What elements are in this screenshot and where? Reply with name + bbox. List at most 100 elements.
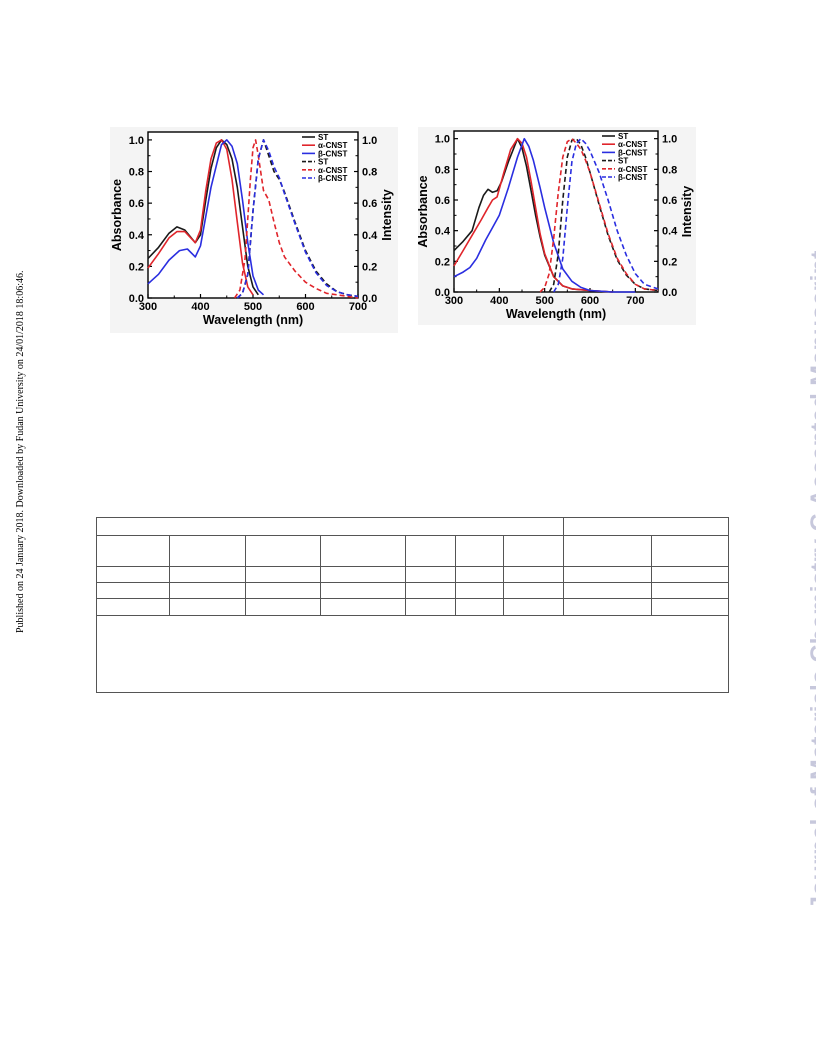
- table-cell: [245, 566, 321, 584]
- series-line-emission: [553, 137, 659, 293]
- y-tick-label: 0.6: [129, 198, 144, 210]
- y-tick-label: 0.0: [129, 293, 144, 305]
- table-cell: [169, 598, 246, 616]
- table-cell: [169, 535, 246, 568]
- table-cell: [651, 566, 730, 584]
- table-cell: [455, 582, 504, 600]
- table-cell: [245, 535, 321, 568]
- y-tick-label: 0.2: [435, 256, 450, 268]
- x-axis-title: Wavelength (nm): [506, 307, 606, 321]
- series-line-absorbance: [147, 139, 265, 296]
- x-tick-label: 600: [296, 301, 314, 313]
- legend-label: β-CNST: [318, 149, 347, 158]
- series-line-emission: [233, 139, 359, 299]
- table-cell: [169, 566, 246, 584]
- table-cell: [651, 598, 730, 616]
- x-tick-label: 700: [349, 301, 367, 313]
- table-cell: [320, 598, 406, 616]
- x-tick-label: 600: [581, 295, 599, 307]
- table-cell: [245, 582, 321, 600]
- journal-watermark: Journal of Materials Chemistry C Accepte…: [806, 250, 816, 910]
- legend-label: ST: [318, 133, 328, 142]
- y2-tick-label: 0.0: [662, 287, 677, 299]
- series-line-emission: [236, 139, 359, 299]
- table-cell: [405, 566, 456, 584]
- table-cell: [651, 582, 730, 600]
- table-cell: [563, 582, 653, 600]
- table-cell: [651, 535, 730, 568]
- y2-axis-title: Intensity: [680, 186, 694, 237]
- y-tick-label: 0.4: [129, 230, 145, 242]
- y2-tick-label: 0.8: [662, 164, 677, 176]
- x-tick-label: 300: [139, 301, 157, 313]
- y2-tick-label: 0.0: [362, 293, 377, 305]
- y2-tick-label: 0.4: [662, 226, 678, 238]
- x-tick-label: 700: [626, 295, 644, 307]
- y-tick-label: 1.0: [129, 135, 144, 147]
- legend-label: α-CNST: [618, 140, 647, 149]
- y-axis-title: Absorbance: [110, 179, 124, 251]
- table-cell: [320, 535, 406, 568]
- table-cell: [96, 598, 170, 616]
- y2-tick-label: 0.2: [662, 256, 677, 268]
- table-cell: [169, 582, 246, 600]
- table-cell: [563, 566, 653, 584]
- table-cell: [455, 598, 504, 616]
- legend-label: α-CNST: [318, 166, 347, 175]
- y-tick-label: 0.4: [435, 226, 451, 238]
- series-line-emission: [236, 139, 359, 299]
- series-line-emission: [539, 137, 659, 293]
- series-line-absorbance: [453, 137, 636, 293]
- x-tick-label: 400: [191, 301, 209, 313]
- y-tick-label: 0.6: [435, 195, 450, 207]
- table-cell: [563, 535, 653, 568]
- y2-tick-label: 0.6: [362, 198, 377, 210]
- table-cell: [320, 566, 406, 584]
- legend-label: β-CNST: [318, 174, 347, 183]
- legend-label: ST: [618, 132, 628, 141]
- table-cell: [96, 535, 170, 568]
- series-line-absorbance: [147, 139, 254, 296]
- y2-tick-label: 0.2: [362, 261, 377, 273]
- y2-tick-label: 1.0: [662, 134, 677, 146]
- y-tick-label: 0.8: [129, 167, 144, 179]
- table-header-row: [95, 516, 730, 537]
- x-tick-label: 300: [445, 295, 463, 307]
- figure-panel-a: 300 400 500 600 700 0.0 0.2 0.4 0.6 0.8 1.0 0.0 0.2 0…: [110, 127, 398, 333]
- table-cell: [502, 535, 565, 568]
- spectra-chart-a: 300 400 500 600 7000.00.20.40.60.81.00.00.20…: [110, 131, 394, 327]
- y-axis-title: Absorbance: [418, 175, 430, 247]
- table-footnote-cell: [95, 614, 730, 693]
- table-cell: [96, 566, 170, 584]
- table-header-cell: [95, 516, 565, 537]
- table-cell: [245, 598, 321, 616]
- table-cell: [563, 598, 653, 616]
- x-tick-label: 500: [244, 301, 262, 313]
- table-cell: [502, 598, 565, 616]
- table-cell: [405, 598, 456, 616]
- legend-label: α-CNST: [318, 141, 347, 150]
- y-tick-label: 0.0: [435, 287, 450, 299]
- x-tick-label: 500: [535, 295, 553, 307]
- table-cell: [502, 566, 565, 584]
- legend-label: ST: [318, 158, 328, 167]
- table-row: [96, 598, 730, 616]
- y-tick-label: 0.2: [129, 261, 144, 273]
- photophysical-data-table: [95, 516, 730, 693]
- series-line-emission: [548, 137, 659, 293]
- x-tick-label: 400: [490, 295, 508, 307]
- table-cell: [502, 582, 565, 600]
- y2-tick-label: 0.6: [662, 195, 677, 207]
- publication-margin-note: Published on 24 January 2018. Downloaded…: [15, 270, 26, 633]
- y2-axis-title: Intensity: [380, 189, 394, 240]
- plot-frame: [147, 131, 359, 299]
- table-cell: [405, 582, 456, 600]
- figure-panel-b: 300 400 500 600 700 0.0 0.2 0.4 0.6 0.8 1.0 0.0 0.2 0…: [418, 127, 696, 325]
- legend-label: ST: [618, 157, 628, 166]
- y-tick-label: 1.0: [435, 134, 450, 146]
- y2-tick-label: 0.4: [362, 230, 378, 242]
- table-cell: [405, 535, 456, 568]
- x-axis-title: Wavelength (nm): [203, 313, 303, 327]
- legend-label: β-CNST: [618, 173, 647, 182]
- table-header-cell: [563, 516, 730, 537]
